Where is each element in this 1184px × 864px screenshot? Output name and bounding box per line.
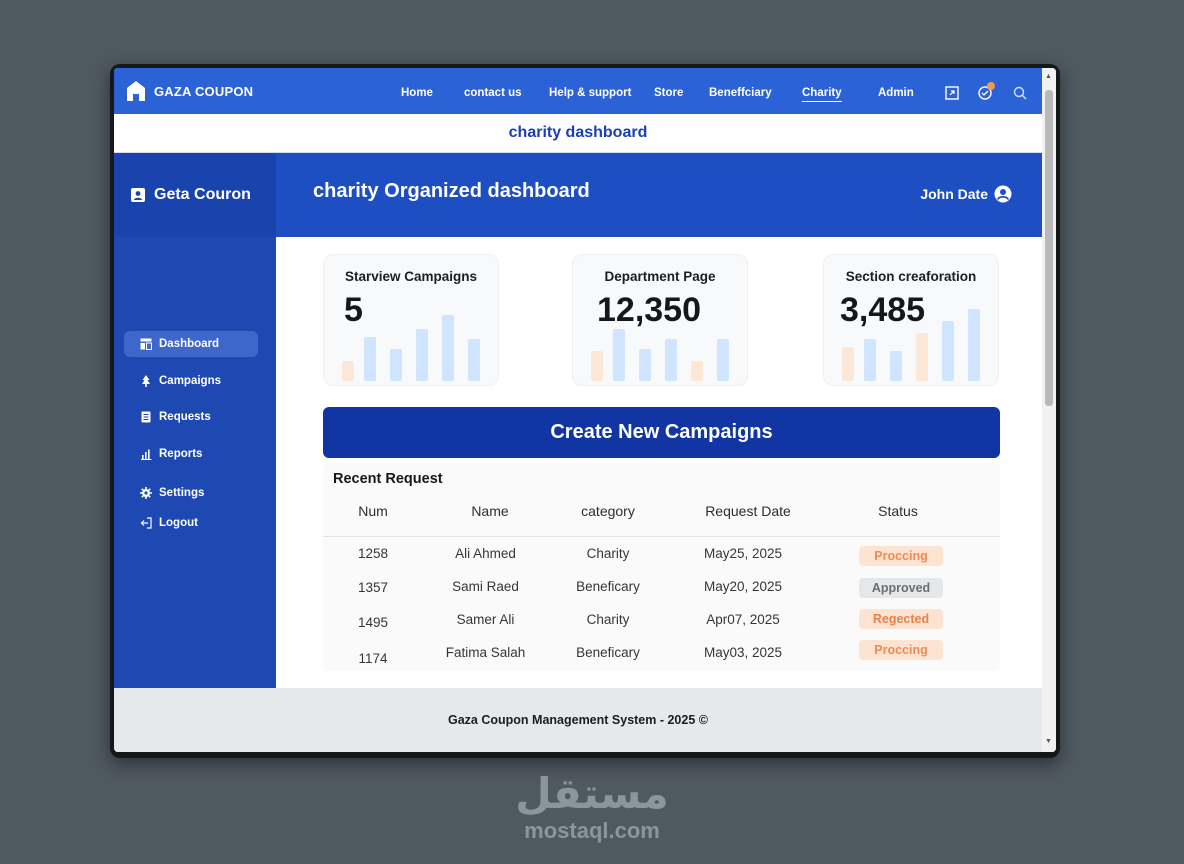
card-mini-bar-chart (342, 315, 480, 381)
dashboard-title: charity Organized dashboard (313, 180, 590, 202)
cell-date: May03, 2025 (703, 645, 783, 660)
id-badge-icon (131, 188, 145, 202)
sidebar-item-requests[interactable]: Requests (124, 404, 258, 430)
card-title: Starview Campaigns (344, 269, 478, 284)
cell-date: May20, 2025 (703, 579, 783, 594)
column-header: Request Date (705, 503, 791, 519)
cell-num: 1495 (357, 615, 389, 630)
sidebar-item-campaigns[interactable]: Campaigns (124, 368, 258, 394)
status-badge: Proccing (859, 640, 943, 660)
nav-admin[interactable]: Admin (878, 87, 914, 99)
home-icon (127, 81, 145, 101)
sidebar-item-settings[interactable]: Settings (124, 480, 258, 506)
vertical-scrollbar[interactable]: ▲ ▼ (1042, 68, 1056, 752)
card-value: 12,350 (597, 291, 701, 329)
main-header: charity Organized dashboard John Date (276, 153, 1042, 237)
notification-badge (987, 82, 995, 90)
cell-name: Samer Ali (456, 612, 515, 627)
scroll-thumb[interactable] (1045, 90, 1053, 406)
user-menu[interactable]: John Date (920, 185, 1012, 203)
brand-name: GAZA COUPON (154, 83, 254, 99)
nav-help-support[interactable]: Help & support (549, 87, 632, 99)
header-divider (323, 536, 1000, 537)
top-navbar: GAZA COUPON Home contact us Help & suppo… (114, 68, 1042, 114)
sidebar-item-label: Settings (159, 487, 205, 499)
sidebar-item-label: Logout (159, 517, 198, 529)
sidebar-item-dashboard[interactable]: Dashboard (124, 331, 258, 357)
cell-num: 1258 (357, 546, 389, 561)
tree-icon (142, 375, 150, 387)
dashboard-icon (140, 338, 152, 350)
stat-card-section: Section creaforation 3,485 (823, 254, 999, 386)
notification-icon[interactable] (977, 85, 993, 101)
nav-store[interactable]: Store (654, 87, 684, 99)
status-badge: Proccing (859, 546, 943, 566)
card-value: 5 (344, 291, 363, 329)
cell-category: Charity (586, 612, 630, 627)
column-header: Name (471, 503, 509, 519)
cell-category: Beneficary (576, 645, 640, 660)
document-icon (141, 411, 151, 423)
card-mini-bar-chart (842, 309, 980, 381)
sidebar-item-reports[interactable]: Reports (124, 441, 258, 467)
watermark-latin: mostaql.com (524, 818, 660, 843)
search-icon[interactable] (1012, 85, 1028, 101)
user-name: John Date (920, 186, 988, 202)
page-title: charity dashboard (508, 124, 648, 141)
logout-icon (140, 517, 152, 529)
stat-card-department: Department Page 12,350 (572, 254, 748, 386)
cell-num: 1174 (358, 651, 388, 666)
cell-name: Sami Raed (452, 579, 519, 594)
footer: Gaza Coupon Management System - 2025 © (114, 688, 1042, 752)
nav-home[interactable]: Home (401, 87, 433, 99)
card-value: 3,485 (840, 291, 926, 329)
gear-icon (140, 487, 152, 499)
nav-contact[interactable]: contact us (464, 87, 522, 99)
user-avatar-icon (994, 185, 1012, 203)
create-campaign-button[interactable]: Create New Campaigns (323, 407, 1000, 458)
sidebar-item-logout[interactable]: Logout (124, 510, 258, 536)
column-header: Num (358, 503, 388, 519)
table-title: Recent Request (333, 471, 443, 487)
nav-beneficiary[interactable]: Beneffciary (709, 87, 772, 99)
brand[interactable]: GAZA COUPON (126, 80, 253, 102)
watermark: مستقل mostaql.com (480, 770, 704, 844)
card-title: Department Page (604, 269, 716, 284)
status-badge: Approved (859, 578, 943, 598)
scroll-up-arrow[interactable]: ▲ (1045, 73, 1052, 80)
bar-chart-icon (141, 449, 152, 460)
scroll-down-arrow[interactable]: ▼ (1045, 738, 1052, 745)
cell-category: Beneficary (576, 579, 640, 594)
sidebar-item-label: Requests (159, 411, 211, 423)
cell-name: Ali Ahmed (455, 546, 516, 561)
cell-category: Charity (586, 546, 630, 561)
footer-text: Gaza Coupon Management System - 2025 © (448, 713, 708, 727)
sidebar-item-label: Reports (159, 448, 203, 460)
cell-name: Fatima Salah (445, 645, 526, 660)
nav-charity[interactable]: Charity (802, 87, 842, 102)
sidebar-header: Geta Couron (114, 153, 276, 237)
stat-card-campaigns: Starview Campaigns 5 (323, 254, 499, 386)
status-badge: Regected (859, 609, 943, 629)
sidebar-title: Geta Couron (154, 186, 251, 203)
page-subheader: charity dashboard (114, 114, 1042, 153)
sidebar: Geta Couron Dashboard Campaigns Requests… (114, 153, 276, 688)
cell-date: Apr07, 2025 (706, 612, 780, 627)
column-header: category (581, 503, 635, 519)
card-mini-bar-chart (591, 329, 729, 381)
card-title: Section creaforation (845, 269, 977, 284)
recent-requests-table: Recent Request Num Name category Request… (323, 463, 1000, 671)
browser-screen: GAZA COUPON Home contact us Help & suppo… (114, 68, 1056, 752)
cell-date: May25, 2025 (703, 546, 783, 561)
column-header: Status (878, 503, 918, 519)
expand-icon[interactable] (944, 85, 960, 101)
watermark-arabic: مستقل (515, 769, 669, 818)
main-content: Starview Campaigns 5 Department Page 12,… (276, 237, 1042, 688)
cell-num: 1357 (357, 580, 389, 595)
sidebar-item-label: Campaigns (159, 375, 221, 387)
sidebar-item-label: Dashboard (159, 338, 220, 350)
